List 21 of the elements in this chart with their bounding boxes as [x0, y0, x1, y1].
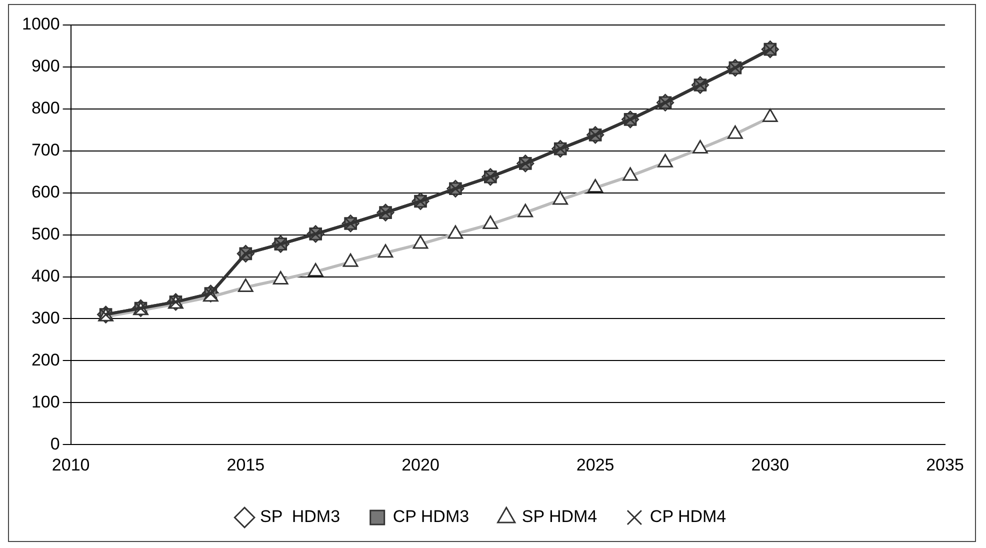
- y-tick-label: 400: [31, 266, 60, 286]
- y-tick-label: 500: [31, 224, 60, 244]
- y-tick-label: 300: [31, 308, 60, 328]
- y-tick-label: 800: [31, 98, 60, 118]
- legend-label: SP HDM4: [522, 507, 598, 526]
- legend-label: CP HDM3: [392, 507, 470, 526]
- y-tick-label: 600: [31, 182, 60, 202]
- x-tick-label: 2010: [52, 455, 90, 474]
- y-tick-label: 900: [31, 56, 60, 76]
- y-tick-label: 700: [31, 140, 60, 160]
- x-tick-label: 2020: [402, 455, 440, 474]
- x-tick-label: 2025: [576, 455, 614, 474]
- legend-label: CP HDM4: [650, 507, 726, 526]
- x-tick-label: 2035: [926, 455, 964, 474]
- y-tick-label: 100: [31, 392, 60, 412]
- x-tick-label: 2030: [751, 455, 790, 474]
- x-tick-label: 2015: [226, 455, 265, 474]
- y-tick-label: 0: [50, 434, 60, 454]
- legend-label: SP HDM3: [260, 507, 340, 526]
- y-tick-label: 1000: [22, 14, 60, 34]
- y-tick-label: 200: [31, 350, 60, 370]
